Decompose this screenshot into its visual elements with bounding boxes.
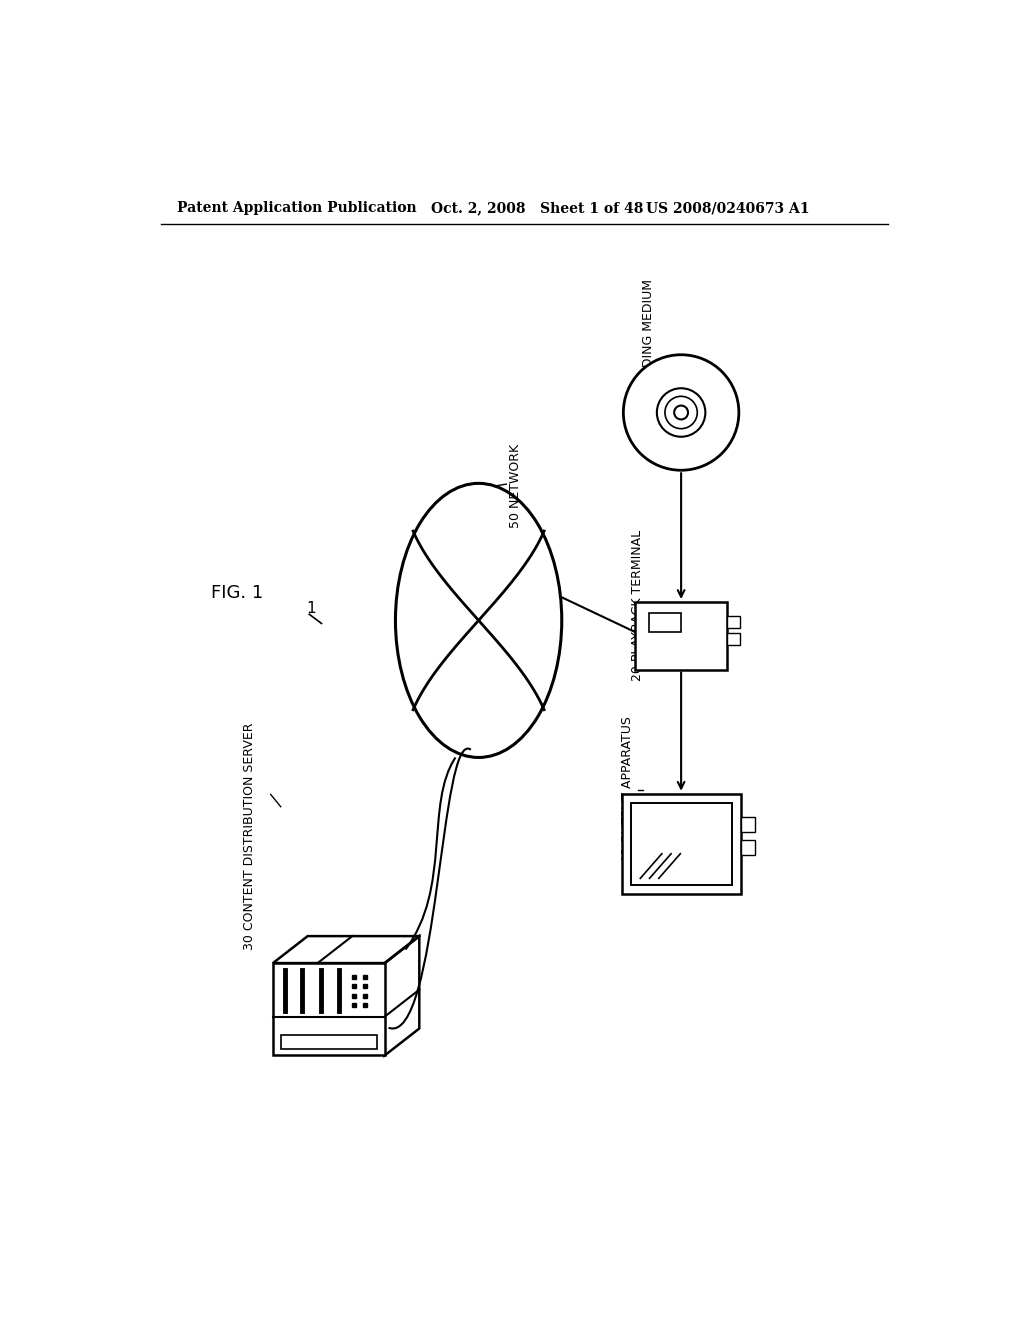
Circle shape [656, 388, 706, 437]
Polygon shape [385, 936, 419, 1056]
Ellipse shape [395, 483, 562, 758]
Polygon shape [281, 1035, 377, 1049]
Polygon shape [727, 615, 739, 628]
Circle shape [624, 355, 739, 470]
Polygon shape [273, 964, 385, 1056]
Text: 10 RECORDING MEDIUM: 10 RECORDING MEDIUM [641, 279, 654, 430]
Text: 20 PLAYBACK TERMINAL: 20 PLAYBACK TERMINAL [631, 529, 644, 681]
Circle shape [674, 405, 688, 420]
Polygon shape [741, 817, 755, 832]
Polygon shape [635, 602, 727, 669]
Text: 1: 1 [306, 602, 315, 616]
Polygon shape [727, 632, 739, 645]
Text: Oct. 2, 2008   Sheet 1 of 48: Oct. 2, 2008 Sheet 1 of 48 [431, 202, 643, 215]
Polygon shape [622, 793, 741, 894]
Polygon shape [631, 803, 732, 884]
Text: FIG. 1: FIG. 1 [211, 585, 263, 602]
Polygon shape [649, 614, 681, 632]
Circle shape [665, 396, 697, 429]
Text: 40 OUTPUT APPARATUS: 40 OUTPUT APPARATUS [621, 717, 634, 863]
Text: US 2008/0240673 A1: US 2008/0240673 A1 [646, 202, 810, 215]
Text: Patent Application Publication: Patent Application Publication [177, 202, 417, 215]
Polygon shape [273, 936, 419, 964]
Polygon shape [741, 840, 755, 855]
Text: 50 NETWORK: 50 NETWORK [509, 444, 522, 528]
Text: 30 CONTENT DISTRIBUTION SERVER: 30 CONTENT DISTRIBUTION SERVER [244, 722, 256, 950]
